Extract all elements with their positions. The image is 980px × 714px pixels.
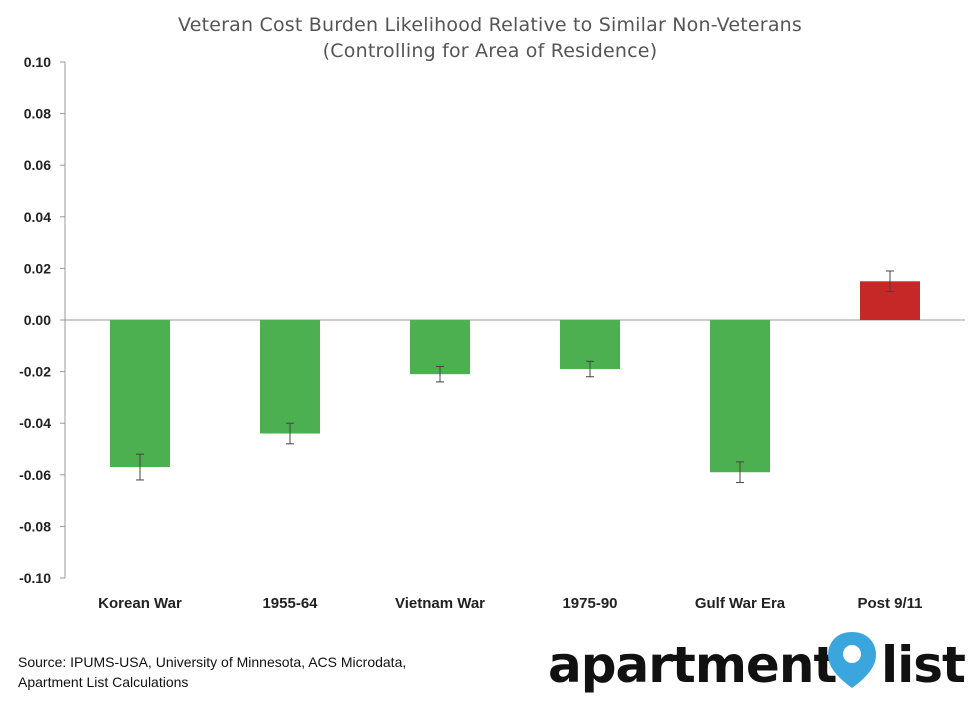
location-pin-icon [828, 632, 876, 688]
y-tick-label: -0.08 [19, 518, 51, 534]
y-tick-label: 0.06 [24, 157, 51, 173]
y-tick-label: 0.00 [24, 312, 51, 328]
source-line-1: Source: IPUMS-USA, University of Minneso… [18, 654, 407, 670]
error-bar [436, 365, 444, 383]
y-tick-label: 0.08 [24, 106, 51, 122]
bar [710, 320, 770, 473]
bar-chart: 0.10 0.08 0.06 0.04 0.02 0.00 -0.02 -0.04 -0.06 -… [19, 54, 965, 612]
y-tick-label: 0.04 [24, 209, 51, 225]
bar [110, 320, 170, 468]
source-note: Source: IPUMS-USA, University of Minneso… [18, 652, 488, 692]
y-tick-label: -0.04 [19, 415, 51, 431]
bar [260, 320, 320, 434]
chart-title: Veteran Cost Burden Likelihood Relative … [177, 14, 803, 36]
x-tick-label: Post 9/11 [857, 595, 922, 612]
x-tick-label: Vietnam War [395, 595, 485, 612]
error-bar [136, 453, 144, 481]
error-bar [736, 461, 744, 484]
y-tick-label: 0.10 [24, 54, 51, 70]
logo-word-apartment: apartment [548, 636, 837, 694]
error-bar [886, 270, 894, 293]
y-tick-label: -0.02 [19, 364, 51, 380]
x-tick-label: 1975-90 [562, 595, 617, 612]
y-tick-label: -0.06 [19, 467, 51, 483]
y-tick-label: -0.10 [19, 570, 51, 586]
source-line-2: Apartment List Calculations [18, 674, 189, 690]
x-tick-label: Gulf War Era [695, 595, 786, 612]
logo-word-list: list [881, 636, 966, 694]
apartment-list-logo: apartment list [548, 630, 968, 700]
x-tick-label: 1955-64 [262, 595, 318, 612]
error-bar [286, 422, 294, 445]
x-tick-label: Korean War [98, 595, 182, 612]
bar [410, 320, 470, 375]
y-tick-label: 0.02 [24, 260, 51, 276]
error-bar [586, 360, 594, 378]
chart-subtitle: (Controlling for Area of Residence) [322, 40, 658, 62]
